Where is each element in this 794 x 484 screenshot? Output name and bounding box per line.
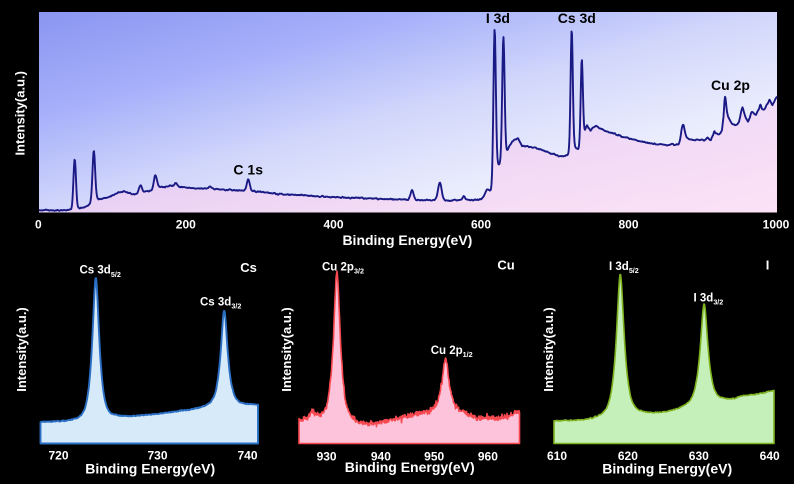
svg-text:Cu 2p3/2: Cu 2p3/2 [322, 262, 364, 276]
svg-text:730: 730 [147, 449, 167, 463]
svg-text:620: 620 [618, 449, 638, 463]
svg-text:Binding Energy(eV): Binding Energy(eV) [602, 461, 732, 477]
svg-text:I 3d: I 3d [486, 10, 510, 26]
svg-text:I: I [766, 258, 770, 273]
svg-text:Binding Energy(eV): Binding Energy(eV) [345, 459, 475, 475]
svg-text:400: 400 [323, 218, 343, 232]
svg-text:1000: 1000 [763, 218, 790, 232]
svg-text:Cu: Cu [497, 258, 514, 273]
svg-text:950: 950 [424, 450, 444, 464]
svg-text:640: 640 [760, 449, 780, 463]
svg-text:720: 720 [48, 449, 68, 463]
svg-text:940: 940 [371, 450, 391, 464]
svg-text:930: 930 [317, 450, 337, 464]
svg-text:Intensity(a.u.): Intensity(a.u.) [541, 307, 556, 392]
svg-text:Cs 3d5/2: Cs 3d5/2 [80, 265, 121, 279]
svg-text:Intensity(a.u.): Intensity(a.u.) [14, 307, 29, 392]
svg-text:Binding Energy(eV): Binding Energy(eV) [342, 232, 472, 248]
svg-text:630: 630 [689, 449, 709, 463]
svg-text:740: 740 [237, 449, 257, 463]
svg-text:Cu 2p1/2: Cu 2p1/2 [431, 345, 473, 359]
svg-text:Intensity(a.u.): Intensity(a.u.) [279, 307, 294, 392]
svg-text:Cu 2p: Cu 2p [711, 77, 750, 93]
svg-text:200: 200 [176, 218, 196, 232]
svg-text:Intensity(a.u.): Intensity(a.u.) [13, 71, 28, 156]
svg-text:C 1s: C 1s [233, 162, 263, 178]
svg-text:Binding Energy(eV): Binding Energy(eV) [85, 461, 215, 477]
svg-text:Cs 3d: Cs 3d [558, 10, 596, 26]
svg-text:Cs: Cs [240, 260, 257, 275]
svg-text:Cs 3d3/2: Cs 3d3/2 [200, 297, 241, 311]
svg-text:0: 0 [35, 218, 42, 232]
svg-text:960: 960 [478, 450, 498, 464]
svg-text:610: 610 [547, 449, 567, 463]
svg-text:600: 600 [471, 218, 491, 232]
svg-text:800: 800 [618, 218, 638, 232]
